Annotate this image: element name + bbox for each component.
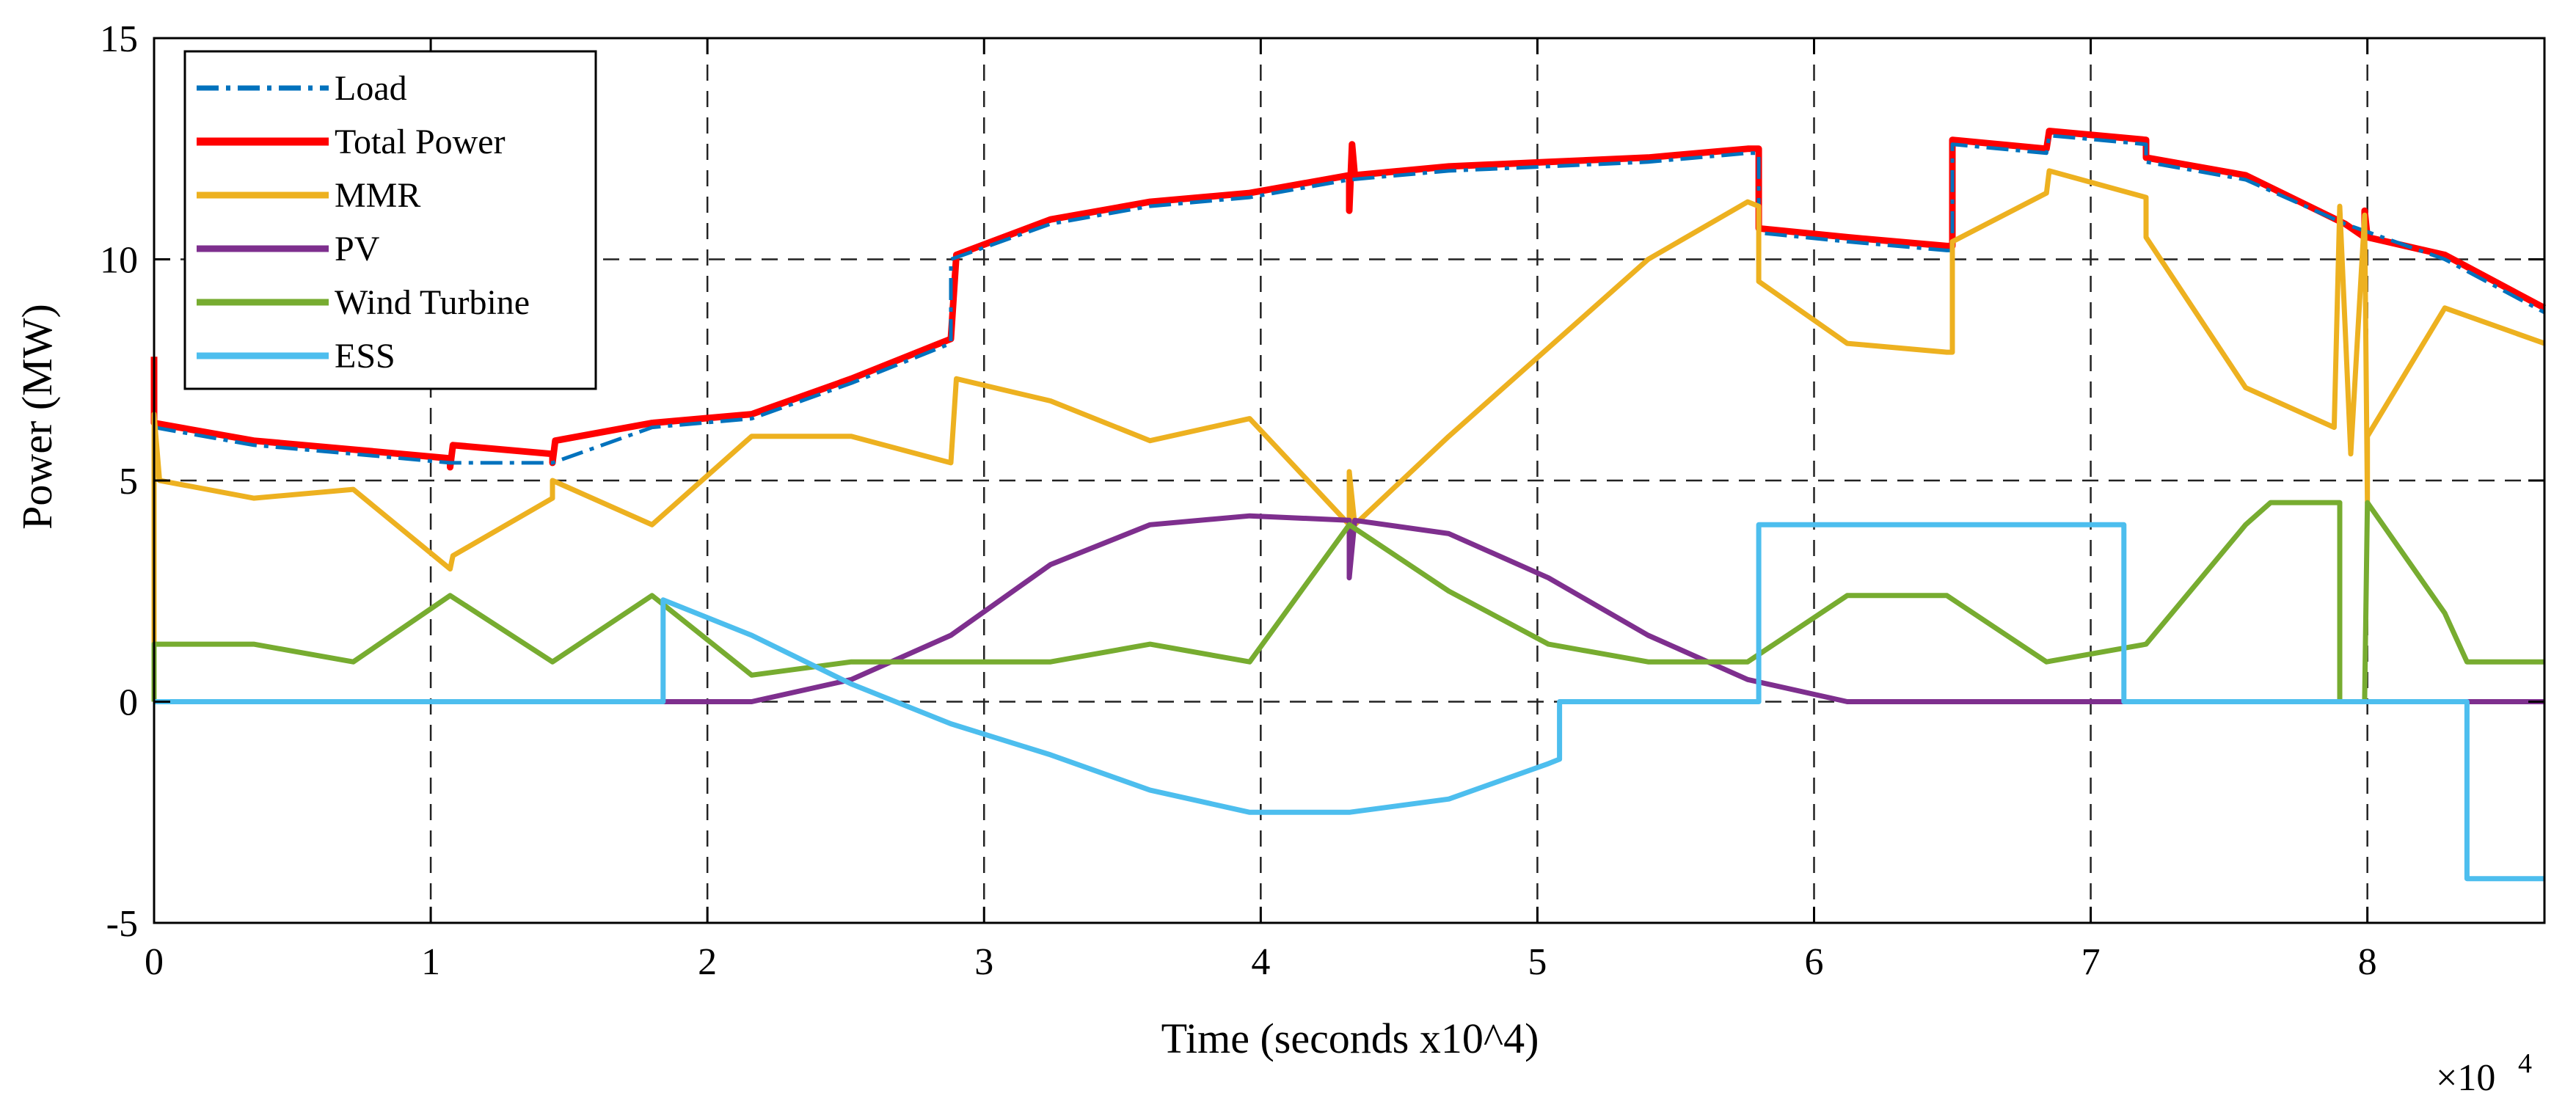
x-exponent-power: 4 <box>2518 1048 2532 1079</box>
legend-label: MMR <box>335 176 420 215</box>
x-tick-label: 2 <box>698 941 717 983</box>
y-tick-label: 10 <box>100 240 138 282</box>
legend-label: ESS <box>335 337 395 376</box>
x-tick-labels: 0 1 2 3 4 5 6 7 8 <box>145 941 2377 983</box>
series-layer <box>150 128 2547 882</box>
legend-label: Load <box>335 69 407 108</box>
series-line-total-power <box>150 128 2547 471</box>
y-tick-labels: -5 0 5 10 15 <box>100 18 138 945</box>
y-tick-label: -5 <box>106 903 138 945</box>
legend-label: Wind Turbine <box>335 283 530 322</box>
legend-item: Wind Turbine <box>197 283 530 322</box>
y-tick-label: 5 <box>119 461 138 503</box>
x-tick-label: 6 <box>1805 941 1824 983</box>
x-exponent-label: ×10 4 <box>2436 1048 2532 1096</box>
legend-item: Load <box>197 69 407 108</box>
legend-label: Total Power <box>335 123 506 161</box>
series-line-mmr <box>151 168 2546 645</box>
legend-label: PV <box>335 230 380 268</box>
legend-item: MMR <box>197 176 420 215</box>
y-tick-label: 15 <box>100 18 138 60</box>
legend: Load Total Power MMR PV Wind Turbine ESS <box>183 50 597 390</box>
y-axis-label: Power (MW) <box>13 304 61 530</box>
x-tick-label: 4 <box>1251 941 1270 983</box>
legend-box <box>183 50 597 390</box>
series-line-ess <box>154 522 2544 882</box>
legend-item: ESS <box>197 337 395 376</box>
x-tick-label: 7 <box>2081 941 2101 983</box>
x-exponent-base: ×10 <box>2436 1057 2495 1096</box>
x-tick-label: 8 <box>2358 941 2377 983</box>
series-line-load <box>153 134 2546 465</box>
series-line-pv <box>652 513 2544 704</box>
legend-item: Total Power <box>197 123 506 161</box>
legend-item: PV <box>197 230 380 268</box>
x-tick-label: 0 <box>145 941 164 983</box>
x-tick-label: 1 <box>421 941 440 983</box>
x-tick-label: 5 <box>1528 941 1547 983</box>
y-tick-label: 0 <box>119 682 138 724</box>
x-axis-label: Time (seconds x10^4) <box>1161 1015 1539 1062</box>
x-tick-label: 3 <box>974 941 993 983</box>
axis-ticks <box>153 37 2544 924</box>
